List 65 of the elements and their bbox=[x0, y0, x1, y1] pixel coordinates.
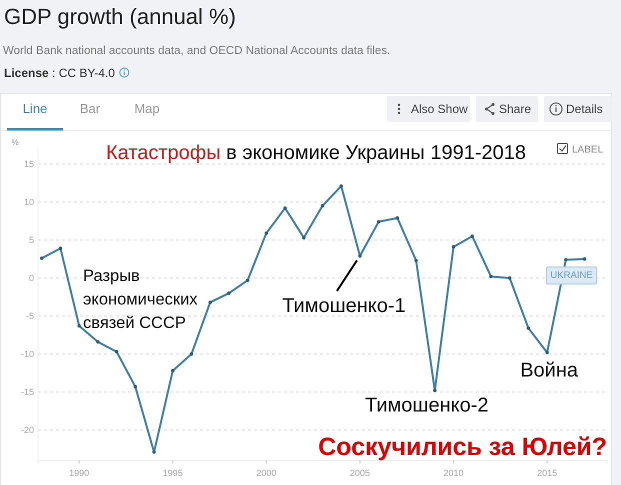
point bbox=[77, 324, 81, 328]
y-tick-label: 15 bbox=[24, 158, 34, 169]
y-tick-label: -10 bbox=[20, 348, 34, 359]
annotation: Катастрофы в экономике Украины 1991-2018 bbox=[106, 142, 526, 164]
text: Details bbox=[566, 102, 603, 116]
x-tick-label: 2005 bbox=[350, 468, 370, 478]
x-tick-label: 1995 bbox=[162, 468, 183, 478]
annotation: Разрыв экономических связей СССР bbox=[83, 267, 198, 332]
point bbox=[564, 258, 568, 262]
point bbox=[208, 300, 212, 304]
point bbox=[526, 326, 530, 330]
point bbox=[376, 220, 380, 224]
point bbox=[58, 246, 62, 250]
x-tick-label: 2010 bbox=[444, 468, 464, 478]
annotation: Соскучились за Юлей? bbox=[318, 433, 607, 461]
x-tick-label: 1990 bbox=[69, 468, 90, 478]
y-tick-label: -20 bbox=[20, 424, 34, 435]
annotation: Тимошенко-2 bbox=[365, 394, 489, 416]
text: Map bbox=[134, 101, 160, 116]
chart-subtitle: World Bank national accounts data, and OECD National Accounts data files. bbox=[3, 45, 390, 57]
text: Line bbox=[22, 101, 48, 116]
text: Share bbox=[499, 102, 532, 116]
point bbox=[134, 384, 138, 388]
point bbox=[582, 257, 586, 261]
y-axis-title: % bbox=[11, 138, 19, 147]
point bbox=[452, 245, 456, 249]
point bbox=[545, 350, 549, 354]
point bbox=[470, 234, 474, 238]
point bbox=[302, 236, 306, 240]
text: Bar bbox=[80, 101, 101, 116]
point bbox=[40, 256, 44, 260]
point bbox=[433, 388, 436, 392]
y-tick-label: 5 bbox=[28, 234, 34, 245]
button[interactable] bbox=[544, 96, 612, 122]
x-tick-label: 2015 bbox=[537, 468, 558, 478]
annotation: Война bbox=[520, 359, 579, 382]
point bbox=[340, 184, 343, 188]
y-tick-label: -15 bbox=[20, 386, 34, 397]
text: Also Show bbox=[411, 102, 468, 116]
point bbox=[358, 254, 362, 258]
x-tick-label: 2000 bbox=[256, 468, 276, 478]
series-label: UKRAINE bbox=[550, 270, 593, 281]
point bbox=[114, 350, 118, 354]
point bbox=[264, 231, 268, 235]
y-tick-label: 10 bbox=[24, 196, 34, 207]
point bbox=[283, 206, 287, 210]
chart-title: GDP growth (annual %) bbox=[4, 4, 236, 29]
button[interactable] bbox=[387, 96, 470, 122]
y-tick-label: -5 bbox=[26, 310, 34, 321]
annotation: LABEL bbox=[572, 144, 604, 156]
point bbox=[489, 274, 493, 278]
point bbox=[171, 369, 174, 372]
text: License : CC BY-4.0 bbox=[4, 66, 116, 80]
y-tick-label: 0 bbox=[28, 272, 34, 283]
point bbox=[96, 340, 100, 344]
point bbox=[190, 352, 194, 356]
point bbox=[227, 292, 231, 295]
annotation: Тимошенко-1 bbox=[282, 294, 406, 317]
point bbox=[320, 204, 324, 208]
point bbox=[246, 278, 250, 282]
button[interactable] bbox=[476, 96, 538, 122]
point bbox=[414, 258, 418, 262]
point bbox=[396, 216, 400, 220]
point bbox=[152, 450, 156, 454]
point bbox=[508, 276, 512, 280]
